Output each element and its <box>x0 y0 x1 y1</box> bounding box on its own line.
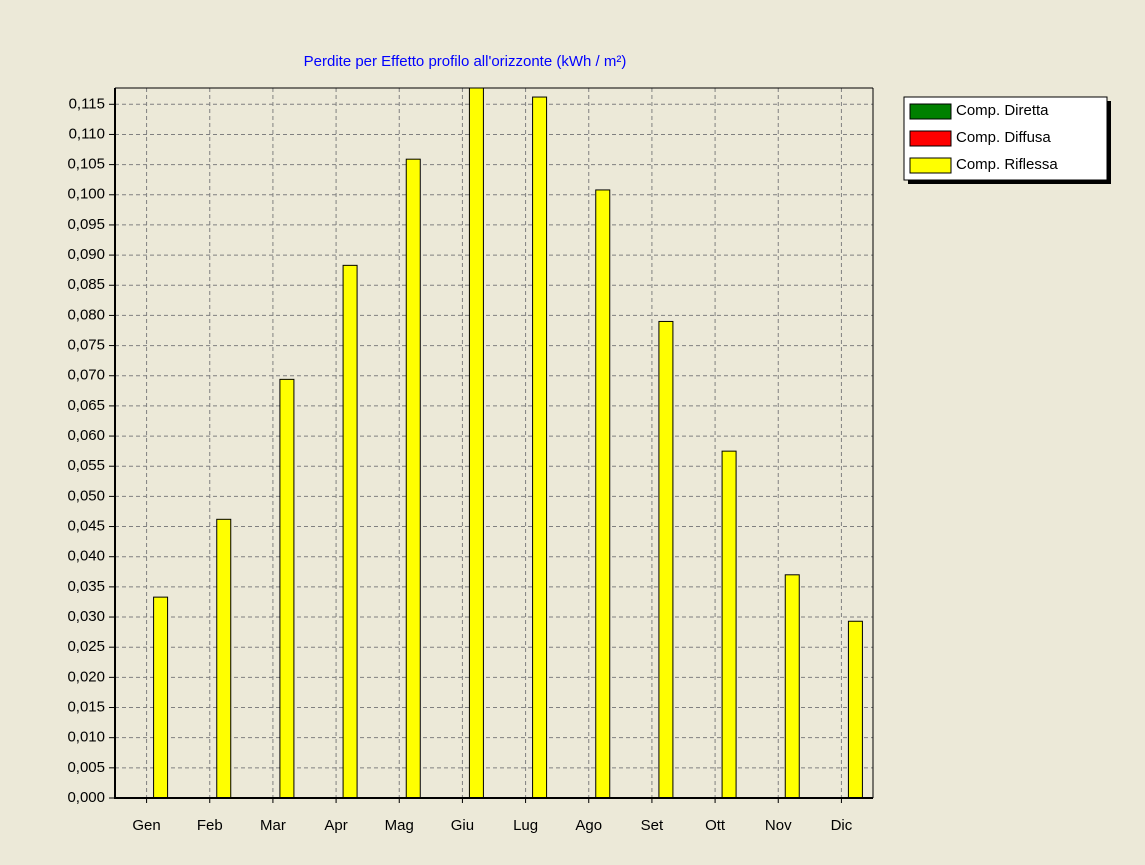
legend-swatch <box>909 103 952 120</box>
legend-label: Comp. Diretta <box>956 102 1049 119</box>
x-tick-label: Ago <box>575 817 602 834</box>
y-tick-label: 0,100 <box>67 186 105 203</box>
x-tick-label: Ott <box>705 817 726 834</box>
y-tick-label: 0,055 <box>67 457 105 474</box>
legend-swatch <box>909 130 952 147</box>
y-tick-label: 0,020 <box>67 668 105 685</box>
legend-swatch <box>909 157 952 174</box>
y-tick-label: 0,115 <box>69 95 105 112</box>
y-tick-label: 0,045 <box>67 518 105 535</box>
y-tick-label: 0,105 <box>67 156 105 173</box>
y-tick-label: 0,000 <box>67 789 105 806</box>
bar <box>405 158 421 799</box>
y-tick-label: 0,040 <box>67 548 105 565</box>
bar <box>216 518 232 799</box>
y-tick-label: 0,025 <box>67 638 105 655</box>
y-tick-label: 0,035 <box>67 578 105 595</box>
bar <box>595 189 611 799</box>
x-tick-label: Set <box>641 817 664 834</box>
x-tick-label: Giu <box>451 817 474 834</box>
bar <box>784 574 800 799</box>
bar <box>279 378 295 799</box>
bar <box>847 620 863 799</box>
y-tick-label: 0,080 <box>67 306 105 323</box>
bar <box>153 596 169 799</box>
y-tick-label: 0,095 <box>67 216 105 233</box>
x-tick-label: Feb <box>197 817 223 834</box>
x-tick-label: Apr <box>324 817 347 834</box>
bar <box>721 450 737 799</box>
legend-label: Comp. Diffusa <box>956 129 1051 146</box>
y-tick-label: 0,015 <box>67 698 105 715</box>
y-tick-label: 0,060 <box>67 427 105 444</box>
y-tick-label: 0,005 <box>67 759 105 776</box>
chart-title: Perdite per Effetto profilo all'orizzont… <box>304 53 627 70</box>
x-tick-label: Mag <box>385 817 414 834</box>
y-tick-label: 0,085 <box>67 276 105 293</box>
y-tick-label: 0,075 <box>67 337 105 354</box>
y-tick-label: 0,070 <box>67 367 105 384</box>
legend-label: Comp. Riflessa <box>956 156 1058 173</box>
bar <box>658 320 674 799</box>
bar <box>342 264 358 799</box>
x-tick-label: Dic <box>831 817 853 834</box>
y-tick-label: 0,030 <box>67 608 105 625</box>
y-tick-label: 0,065 <box>67 397 105 414</box>
x-tick-label: Nov <box>765 817 792 834</box>
bar <box>532 96 548 799</box>
bar <box>468 87 484 799</box>
x-tick-label: Gen <box>132 817 160 834</box>
y-tick-label: 0,110 <box>69 125 105 142</box>
x-tick-label: Lug <box>513 817 538 834</box>
y-tick-label: 0,010 <box>67 729 105 746</box>
y-tick-label: 0,050 <box>67 487 105 504</box>
x-tick-label: Mar <box>260 817 286 834</box>
y-tick-label: 0,090 <box>67 246 105 263</box>
